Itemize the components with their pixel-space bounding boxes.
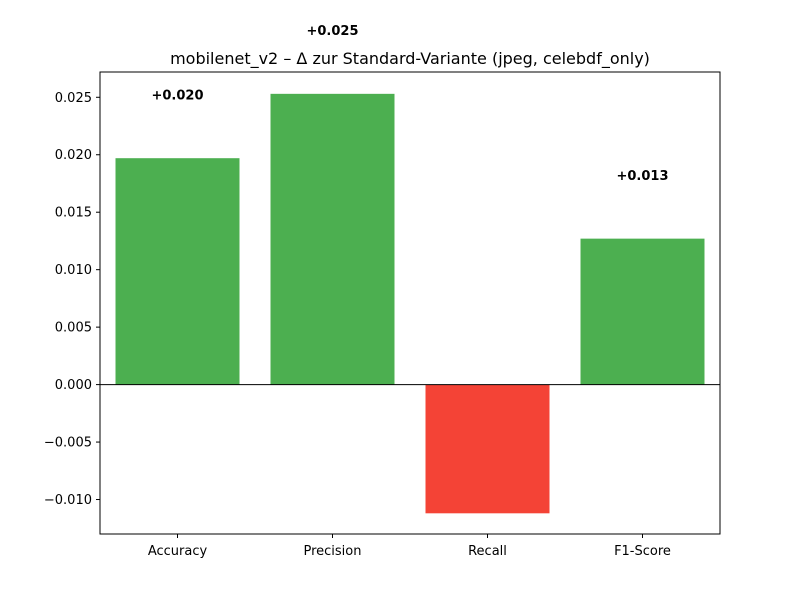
x-axis: Accuracy Precision Recall F1-Score	[148, 534, 671, 559]
y-tick-label: 0.020	[55, 148, 92, 163]
y-tick-label: 0.000	[55, 378, 92, 393]
y-axis: −0.010 −0.005 0.000 0.005 0.010 0.015 0.020 0.0…	[44, 91, 100, 508]
data-label: +0.025	[306, 24, 358, 39]
bar-f1-score	[580, 238, 705, 385]
data-labels-group: +0.020 +0.025 +0.013	[151, 24, 668, 184]
bars-group	[100, 93, 720, 514]
bar-recall	[425, 384, 550, 514]
bar-accuracy	[115, 158, 240, 385]
chart-title: mobilenet_v2 – Δ zur Standard-Variante (…	[170, 49, 650, 69]
y-tick-label: −0.005	[44, 436, 92, 451]
bar-precision	[270, 93, 395, 385]
data-label: +0.013	[616, 169, 668, 184]
y-tick-label: 0.015	[55, 206, 92, 221]
y-tick-label: 0.025	[55, 91, 92, 106]
x-tick-label: Accuracy	[148, 544, 208, 559]
data-label: +0.020	[151, 88, 203, 103]
x-tick-label: Recall	[468, 544, 507, 559]
y-tick-label: −0.010	[44, 493, 92, 508]
plot-frame	[99, 71, 721, 535]
x-tick-label: F1-Score	[614, 544, 671, 559]
x-tick-label: Precision	[303, 544, 361, 559]
y-tick-label: 0.005	[55, 321, 92, 336]
y-tick-label: 0.010	[55, 263, 92, 278]
